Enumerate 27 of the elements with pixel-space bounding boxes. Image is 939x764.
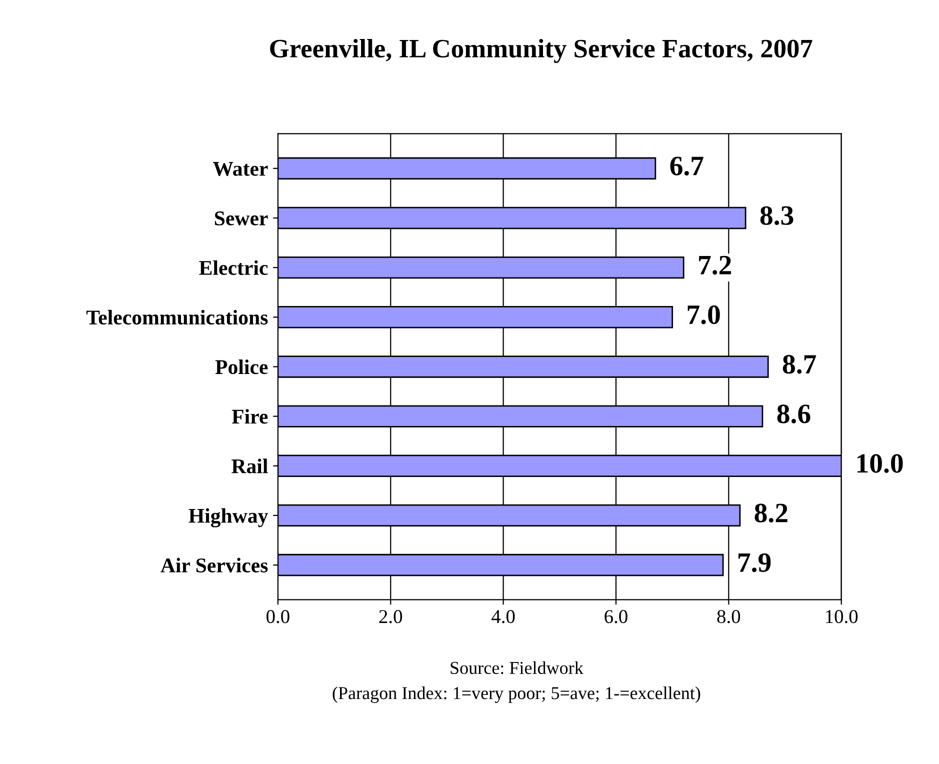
data-label: 8.2 <box>754 504 788 523</box>
data-label: 10.0 <box>857 454 903 473</box>
x-tick-label: 2.0 <box>379 610 402 624</box>
text: (Paragon Index: 1=very poor; 5=ave; 1-=excellent) <box>332 686 700 703</box>
y-tick-label: Electric <box>199 260 268 275</box>
data-label: 8.3 <box>760 206 794 226</box>
y-tick-label: Police <box>215 359 268 374</box>
source-note: Source: Fieldwork <box>450 661 584 674</box>
data-label: 8.7 <box>782 354 816 374</box>
x-tick-label: 4.0 <box>492 610 515 624</box>
x-tick-label: 10.0 <box>826 610 858 624</box>
y-tick-label: Highway <box>188 508 268 528</box>
data-label: 8.6 <box>777 404 810 424</box>
y-tick-label: Telecommunications <box>86 310 268 325</box>
y-tick-label: Air Services <box>160 558 268 572</box>
y-tick-label: Fire <box>232 409 268 424</box>
data-label: 7.0 <box>688 305 720 324</box>
y-tick-label: Water <box>212 162 268 176</box>
data-label: 6.7 <box>670 156 704 176</box>
x-tick-label: 0.0 <box>266 610 290 624</box>
x-tick-label: 6.0 <box>604 610 628 624</box>
y-tick-label: Rail <box>232 458 268 474</box>
x-tick-label: 8.0 <box>717 610 740 624</box>
data-label: 7.9 <box>738 553 771 572</box>
data-label: 7.2 <box>699 256 732 275</box>
chart-title: Greenville, IL Community Service Factors, 2007 <box>270 38 812 63</box>
y-tick-label: Sewer <box>214 211 268 226</box>
